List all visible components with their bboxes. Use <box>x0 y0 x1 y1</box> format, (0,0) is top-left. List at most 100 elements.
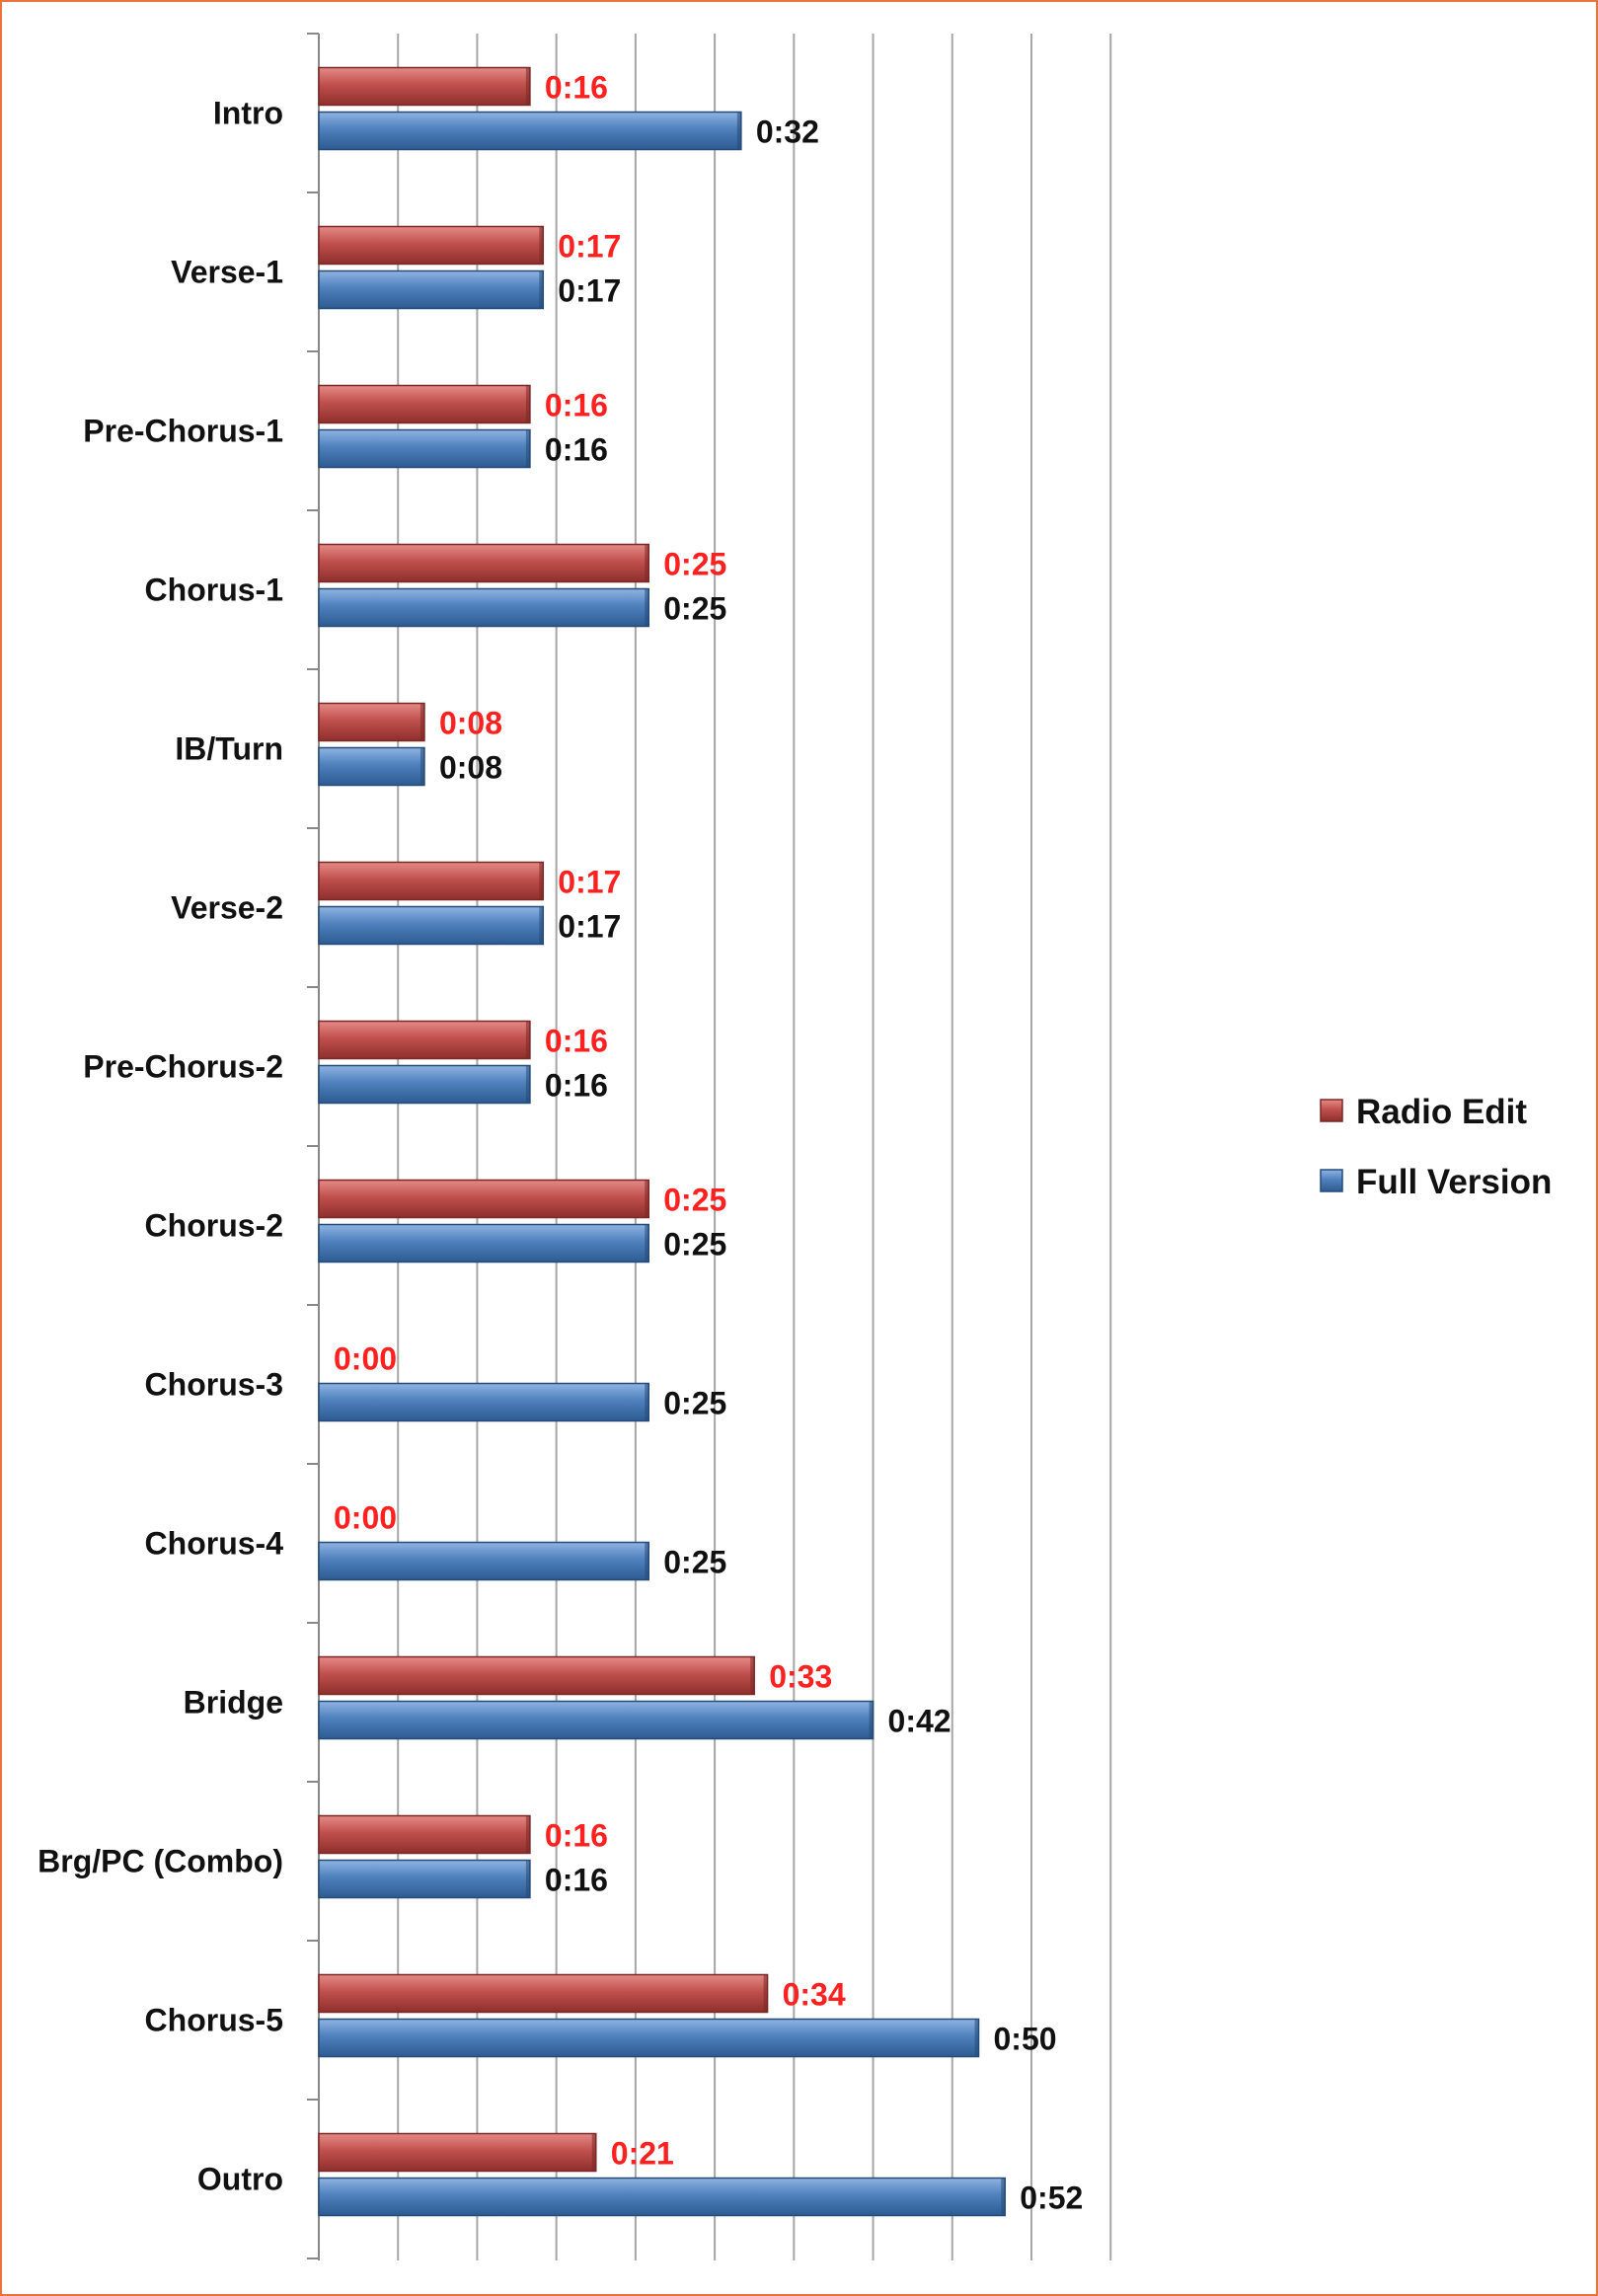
bar-full-version <box>318 1064 531 1105</box>
bar-edge <box>645 1542 649 1580</box>
category-axis <box>307 33 320 2260</box>
bar-radio-edit <box>318 66 531 107</box>
data-label-full-version: 0:25 <box>663 1545 726 1580</box>
data-label-radio-edit: 0:00 <box>334 1341 397 1377</box>
data-label-full-version: 0:08 <box>439 750 502 786</box>
bar-edge <box>1001 2178 1006 2216</box>
bar-full-version <box>318 111 742 151</box>
category-label: Bridge <box>184 1685 283 1721</box>
legend-label-full-version: Full Version <box>1356 1163 1552 1201</box>
bar-full-version <box>318 905 545 946</box>
data-label-radio-edit: 0:21 <box>611 2136 674 2172</box>
bar-radio-edit <box>318 225 545 266</box>
data-label-radio-edit: 0:25 <box>663 1183 726 1218</box>
category-label: Chorus-5 <box>145 2003 283 2038</box>
bar-edge <box>525 1021 530 1059</box>
data-label-full-version: 0:17 <box>558 909 621 945</box>
data-label-full-version: 0:50 <box>994 2022 1057 2057</box>
bars <box>318 66 1006 2217</box>
data-labels: 0:16 0:32 0:17 0:17 0:16 0:16 0:25 0:25 0:08 0:08… <box>334 70 1083 2216</box>
bar-radio-edit <box>318 384 531 424</box>
data-label-full-version: 0:16 <box>545 432 608 468</box>
legend-swatch-full-version <box>1320 1169 1343 1192</box>
data-label-radio-edit: 0:08 <box>439 706 502 741</box>
bar-full-version <box>318 587 649 628</box>
category-label: Brg/PC (Combo) <box>38 1844 283 1879</box>
bar-edge <box>525 67 530 106</box>
category-label: Chorus-2 <box>145 1208 283 1244</box>
bar-radio-edit <box>318 861 545 901</box>
bar-radio-edit <box>318 1655 755 1696</box>
bar-edge <box>419 747 424 786</box>
category-label: Outro <box>197 2162 283 2197</box>
data-label-radio-edit: 0:33 <box>769 1659 832 1695</box>
bar-edge <box>539 270 544 309</box>
legend-swatch-radio-edit <box>1320 1099 1343 1122</box>
bar-edge <box>645 1383 649 1421</box>
bar-edge <box>645 1224 649 1263</box>
bar-edge <box>525 385 530 423</box>
bar-edge <box>525 1860 530 1898</box>
bar-edge <box>591 2133 596 2172</box>
bar-edge <box>645 588 649 627</box>
bar-full-version <box>318 1382 649 1422</box>
bar-full-version <box>318 428 531 469</box>
bar-radio-edit <box>318 1814 531 1855</box>
category-label: Chorus-3 <box>145 1367 283 1403</box>
category-label: Intro <box>213 96 283 131</box>
data-label-full-version: 0:16 <box>545 1863 608 1898</box>
bar-full-version <box>318 2177 1006 2217</box>
data-label-radio-edit: 0:00 <box>334 1500 397 1536</box>
bar-edge <box>419 703 424 741</box>
category-labels: Intro Verse-1 Pre-Chorus-1 Chorus-1 IB/Turn V… <box>38 96 283 2197</box>
bar-full-version <box>318 1859 531 1899</box>
bar-full-version <box>318 1700 875 1740</box>
bar-full-version <box>318 1541 649 1581</box>
bar-full-version <box>318 1223 649 1263</box>
gridlines <box>397 34 1112 2260</box>
category-label: Chorus-4 <box>145 1526 284 1562</box>
data-label-radio-edit: 0:17 <box>558 229 621 265</box>
category-label: Chorus-1 <box>145 573 283 608</box>
data-label-radio-edit: 0:16 <box>545 70 608 106</box>
bar-edge <box>525 429 530 468</box>
category-label: Pre-Chorus-2 <box>83 1049 283 1085</box>
bar-full-version <box>318 746 425 787</box>
data-label-full-version: 0:52 <box>1020 2181 1083 2216</box>
bar-edge <box>539 226 544 265</box>
category-label: IB/Turn <box>175 731 283 767</box>
legend-label-radio-edit: Radio Edit <box>1356 1093 1527 1131</box>
bar-edge <box>539 862 544 900</box>
data-label-full-version: 0:25 <box>663 591 726 627</box>
bar-edge <box>645 1180 649 1218</box>
bar-edge <box>645 544 649 582</box>
bar-edge <box>736 112 741 150</box>
bar-edge <box>974 2019 979 2057</box>
bar-edge <box>525 1065 530 1104</box>
data-label-full-version: 0:42 <box>888 1704 951 1739</box>
data-label-full-version: 0:17 <box>558 273 621 309</box>
bar-radio-edit <box>318 543 649 583</box>
category-label: Verse-2 <box>171 890 283 926</box>
data-label-radio-edit: 0:16 <box>545 1818 608 1854</box>
data-label-radio-edit: 0:17 <box>558 865 621 900</box>
bar-edge <box>750 1656 755 1695</box>
data-label-radio-edit: 0:16 <box>545 388 608 423</box>
bar-edge <box>763 1974 768 2013</box>
bar-radio-edit <box>318 702 425 742</box>
bar-full-version <box>318 269 545 310</box>
data-label-radio-edit: 0:16 <box>545 1024 608 1059</box>
data-label-full-version: 0:32 <box>756 115 819 150</box>
bar-edge <box>539 906 544 945</box>
bar-radio-edit <box>318 1020 531 1060</box>
bar-edge <box>525 1815 530 1854</box>
category-label: Pre-Chorus-1 <box>83 414 283 449</box>
category-label: Verse-1 <box>171 255 283 290</box>
bar-full-version <box>318 2018 980 2058</box>
data-label-full-version: 0:16 <box>545 1068 608 1104</box>
bar-radio-edit <box>318 1973 769 2014</box>
data-label-radio-edit: 0:34 <box>783 1977 846 2013</box>
data-label-radio-edit: 0:25 <box>663 547 726 582</box>
